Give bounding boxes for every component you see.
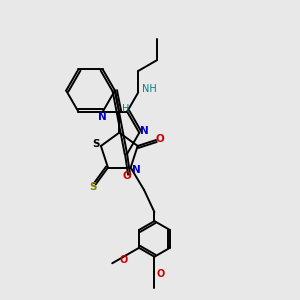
Text: N: N (132, 165, 140, 175)
Text: N: N (140, 126, 149, 136)
Text: N: N (98, 112, 107, 122)
Text: O: O (123, 171, 131, 181)
Text: NH: NH (142, 84, 157, 94)
Text: H: H (122, 104, 130, 114)
Text: S: S (92, 140, 99, 149)
Text: O: O (119, 255, 128, 265)
Text: O: O (157, 269, 165, 279)
Text: S: S (89, 182, 97, 192)
Text: O: O (156, 134, 165, 143)
